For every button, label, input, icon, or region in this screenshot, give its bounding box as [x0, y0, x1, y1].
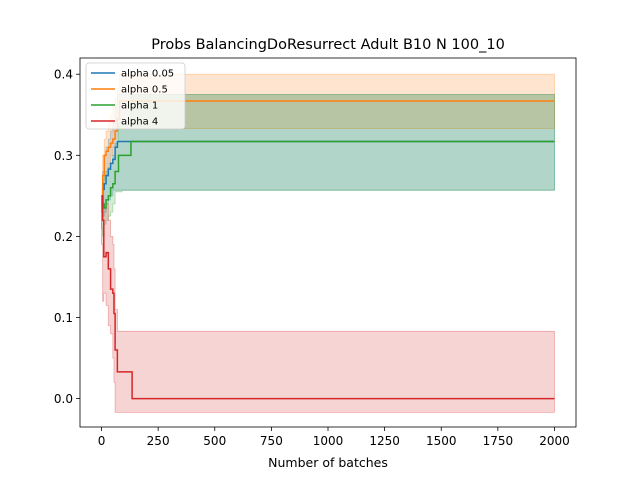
confidence-bands [101, 73, 555, 413]
x-tick-label: 750 [260, 434, 283, 448]
y-tick-label: 0.1 [54, 311, 73, 325]
y-tick-label: 0.3 [54, 149, 73, 163]
y-axis: 0.0 0.1 0.2 0.3 0.4 [54, 68, 80, 406]
band-series-1 [101, 94, 555, 217]
band-series-2 [101, 73, 555, 197]
x-tick-label: 2000 [539, 434, 570, 448]
x-axis: 0 250 500 750 1000 1250 1500 1750 2000 [98, 427, 570, 448]
x-tick-label: 1750 [483, 434, 514, 448]
x-tick-label: 1500 [426, 434, 457, 448]
line-series-3 [101, 140, 555, 209]
x-tick-label: 1250 [369, 434, 400, 448]
legend: alpha 0.05 alpha 0.5 alpha 1 alpha 4 [85, 62, 186, 130]
x-tick-label: 1000 [313, 434, 344, 448]
legend-label-2: alpha 0.5 [121, 85, 168, 96]
legend-label-3: alpha 1 [121, 101, 158, 112]
legend-label-1: alpha 0.05 [121, 69, 174, 80]
x-tick-label: 500 [203, 434, 226, 448]
line-series-4 [101, 195, 555, 400]
x-axis-label: Number of batches [268, 455, 388, 470]
y-tick-label: 0.4 [54, 68, 73, 82]
x-tick-label: 250 [147, 434, 170, 448]
chart-title: Probs BalancingDoResurrect Adult B10 N 1… [151, 37, 505, 53]
y-tick-label: 0.0 [54, 392, 73, 406]
legend-box [85, 62, 186, 130]
y-tick-label: 0.2 [54, 230, 73, 244]
x-tick-label: 0 [98, 434, 106, 448]
line-series-1 [101, 140, 555, 197]
band-series-4 [101, 187, 555, 413]
legend-label-4: alpha 4 [121, 117, 158, 128]
